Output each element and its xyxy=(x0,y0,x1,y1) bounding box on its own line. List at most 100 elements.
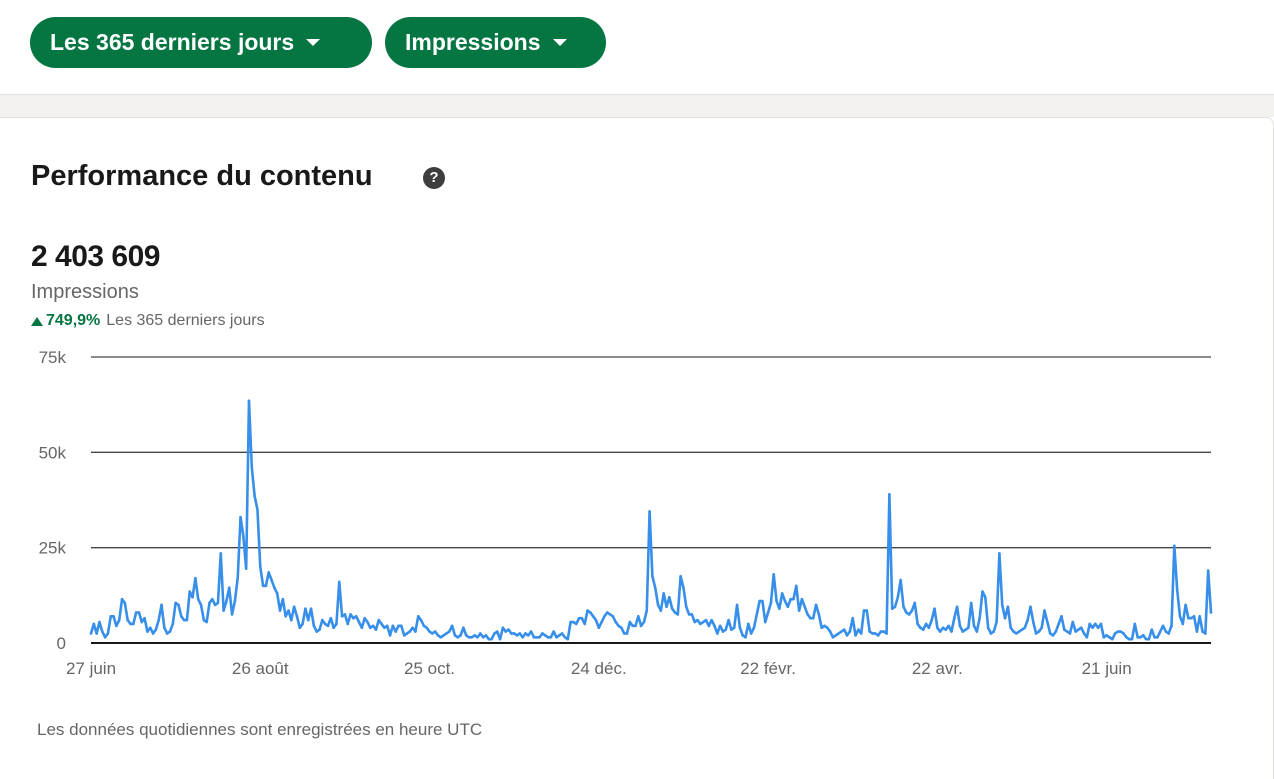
data-point[interactable] xyxy=(402,634,406,637)
data-point[interactable] xyxy=(1173,544,1176,548)
data-point[interactable] xyxy=(309,607,313,610)
data-point[interactable] xyxy=(642,620,646,624)
data-point[interactable] xyxy=(385,624,389,628)
data-point[interactable] xyxy=(995,620,998,624)
data-point[interactable] xyxy=(1156,635,1159,639)
data-point[interactable] xyxy=(1003,616,1007,620)
data-point[interactable] xyxy=(92,622,96,626)
data-point[interactable] xyxy=(343,613,347,616)
data-point[interactable] xyxy=(1071,620,1075,624)
data-point[interactable] xyxy=(936,626,939,630)
data-point[interactable] xyxy=(848,630,852,633)
data-point[interactable] xyxy=(447,630,451,633)
data-point[interactable] xyxy=(112,615,115,618)
data-point[interactable] xyxy=(388,634,392,637)
data-point[interactable] xyxy=(809,616,812,620)
data-point[interactable] xyxy=(1167,632,1170,635)
data-point[interactable] xyxy=(354,615,358,618)
data-point[interactable] xyxy=(253,494,256,498)
data-point[interactable] xyxy=(304,607,307,610)
data-point[interactable] xyxy=(580,616,584,620)
data-point[interactable] xyxy=(696,618,699,622)
data-point[interactable] xyxy=(778,607,781,610)
data-point[interactable] xyxy=(1094,622,1097,626)
data-point[interactable] xyxy=(208,601,211,605)
data-point[interactable] xyxy=(769,601,773,605)
data-point[interactable] xyxy=(146,630,149,633)
data-point[interactable] xyxy=(837,632,840,635)
data-point[interactable] xyxy=(560,632,564,635)
data-point[interactable] xyxy=(715,632,719,635)
data-point[interactable] xyxy=(1119,630,1123,633)
data-point[interactable] xyxy=(1187,616,1190,620)
data-point[interactable] xyxy=(191,595,194,599)
data-point[interactable] xyxy=(1161,624,1165,628)
data-point[interactable] xyxy=(346,622,350,626)
data-point[interactable] xyxy=(1040,626,1044,630)
data-point[interactable] xyxy=(264,584,268,588)
data-point[interactable] xyxy=(301,622,304,626)
data-point[interactable] xyxy=(425,626,429,630)
data-point[interactable] xyxy=(558,634,561,637)
data-point[interactable] xyxy=(526,634,530,637)
data-point[interactable] xyxy=(938,630,942,633)
data-point[interactable] xyxy=(758,599,761,603)
data-point[interactable] xyxy=(332,626,335,630)
data-point[interactable] xyxy=(1136,635,1139,639)
data-point[interactable] xyxy=(673,611,677,614)
data-point[interactable] xyxy=(747,622,750,626)
data-point[interactable] xyxy=(1046,620,1049,624)
data-point[interactable] xyxy=(600,620,603,624)
data-point[interactable] xyxy=(552,630,555,633)
data-point[interactable] xyxy=(428,630,431,633)
data-point[interactable] xyxy=(292,605,296,609)
data-point[interactable] xyxy=(174,601,177,605)
data-point[interactable] xyxy=(634,624,637,628)
data-point[interactable] xyxy=(436,634,440,637)
data-point[interactable] xyxy=(682,586,685,590)
data-point[interactable] xyxy=(1012,630,1015,633)
data-point[interactable] xyxy=(876,634,880,637)
data-point[interactable] xyxy=(868,630,871,633)
data-point[interactable] xyxy=(1096,626,1100,630)
data-point[interactable] xyxy=(1048,632,1052,635)
data-point[interactable] xyxy=(905,611,908,614)
data-point[interactable] xyxy=(258,565,262,569)
data-point[interactable] xyxy=(668,595,671,599)
data-point[interactable] xyxy=(831,635,835,639)
data-point[interactable] xyxy=(577,616,581,620)
data-point[interactable] xyxy=(620,626,623,630)
data-point[interactable] xyxy=(783,599,787,603)
data-point[interactable] xyxy=(735,603,739,607)
data-point[interactable] xyxy=(1209,611,1213,614)
data-point[interactable] xyxy=(1170,624,1173,628)
data-point[interactable] xyxy=(961,630,965,633)
data-point[interactable] xyxy=(1017,630,1021,633)
data-point[interactable] xyxy=(366,620,369,624)
data-point[interactable] xyxy=(442,634,445,637)
data-point[interactable] xyxy=(679,574,682,578)
data-point[interactable] xyxy=(315,630,318,633)
data-point[interactable] xyxy=(622,632,626,635)
data-point[interactable] xyxy=(628,620,632,624)
data-point[interactable] xyxy=(507,628,510,631)
data-point[interactable] xyxy=(163,626,166,630)
data-point[interactable] xyxy=(913,601,917,605)
data-point[interactable] xyxy=(964,628,967,631)
data-point[interactable] xyxy=(510,632,513,635)
data-point[interactable] xyxy=(476,635,479,639)
data-point[interactable] xyxy=(1198,615,1202,618)
data-point[interactable] xyxy=(563,635,567,639)
data-point[interactable] xyxy=(594,618,598,622)
data-point[interactable] xyxy=(227,586,231,590)
data-point[interactable] xyxy=(1133,622,1137,626)
data-point[interactable] xyxy=(532,635,536,639)
data-point[interactable] xyxy=(597,626,601,630)
data-point[interactable] xyxy=(323,622,327,626)
data-point[interactable] xyxy=(859,632,863,635)
data-point[interactable] xyxy=(459,634,462,637)
data-point[interactable] xyxy=(518,632,522,635)
data-point[interactable] xyxy=(479,632,482,635)
data-point[interactable] xyxy=(329,616,333,620)
data-point[interactable] xyxy=(490,637,493,641)
